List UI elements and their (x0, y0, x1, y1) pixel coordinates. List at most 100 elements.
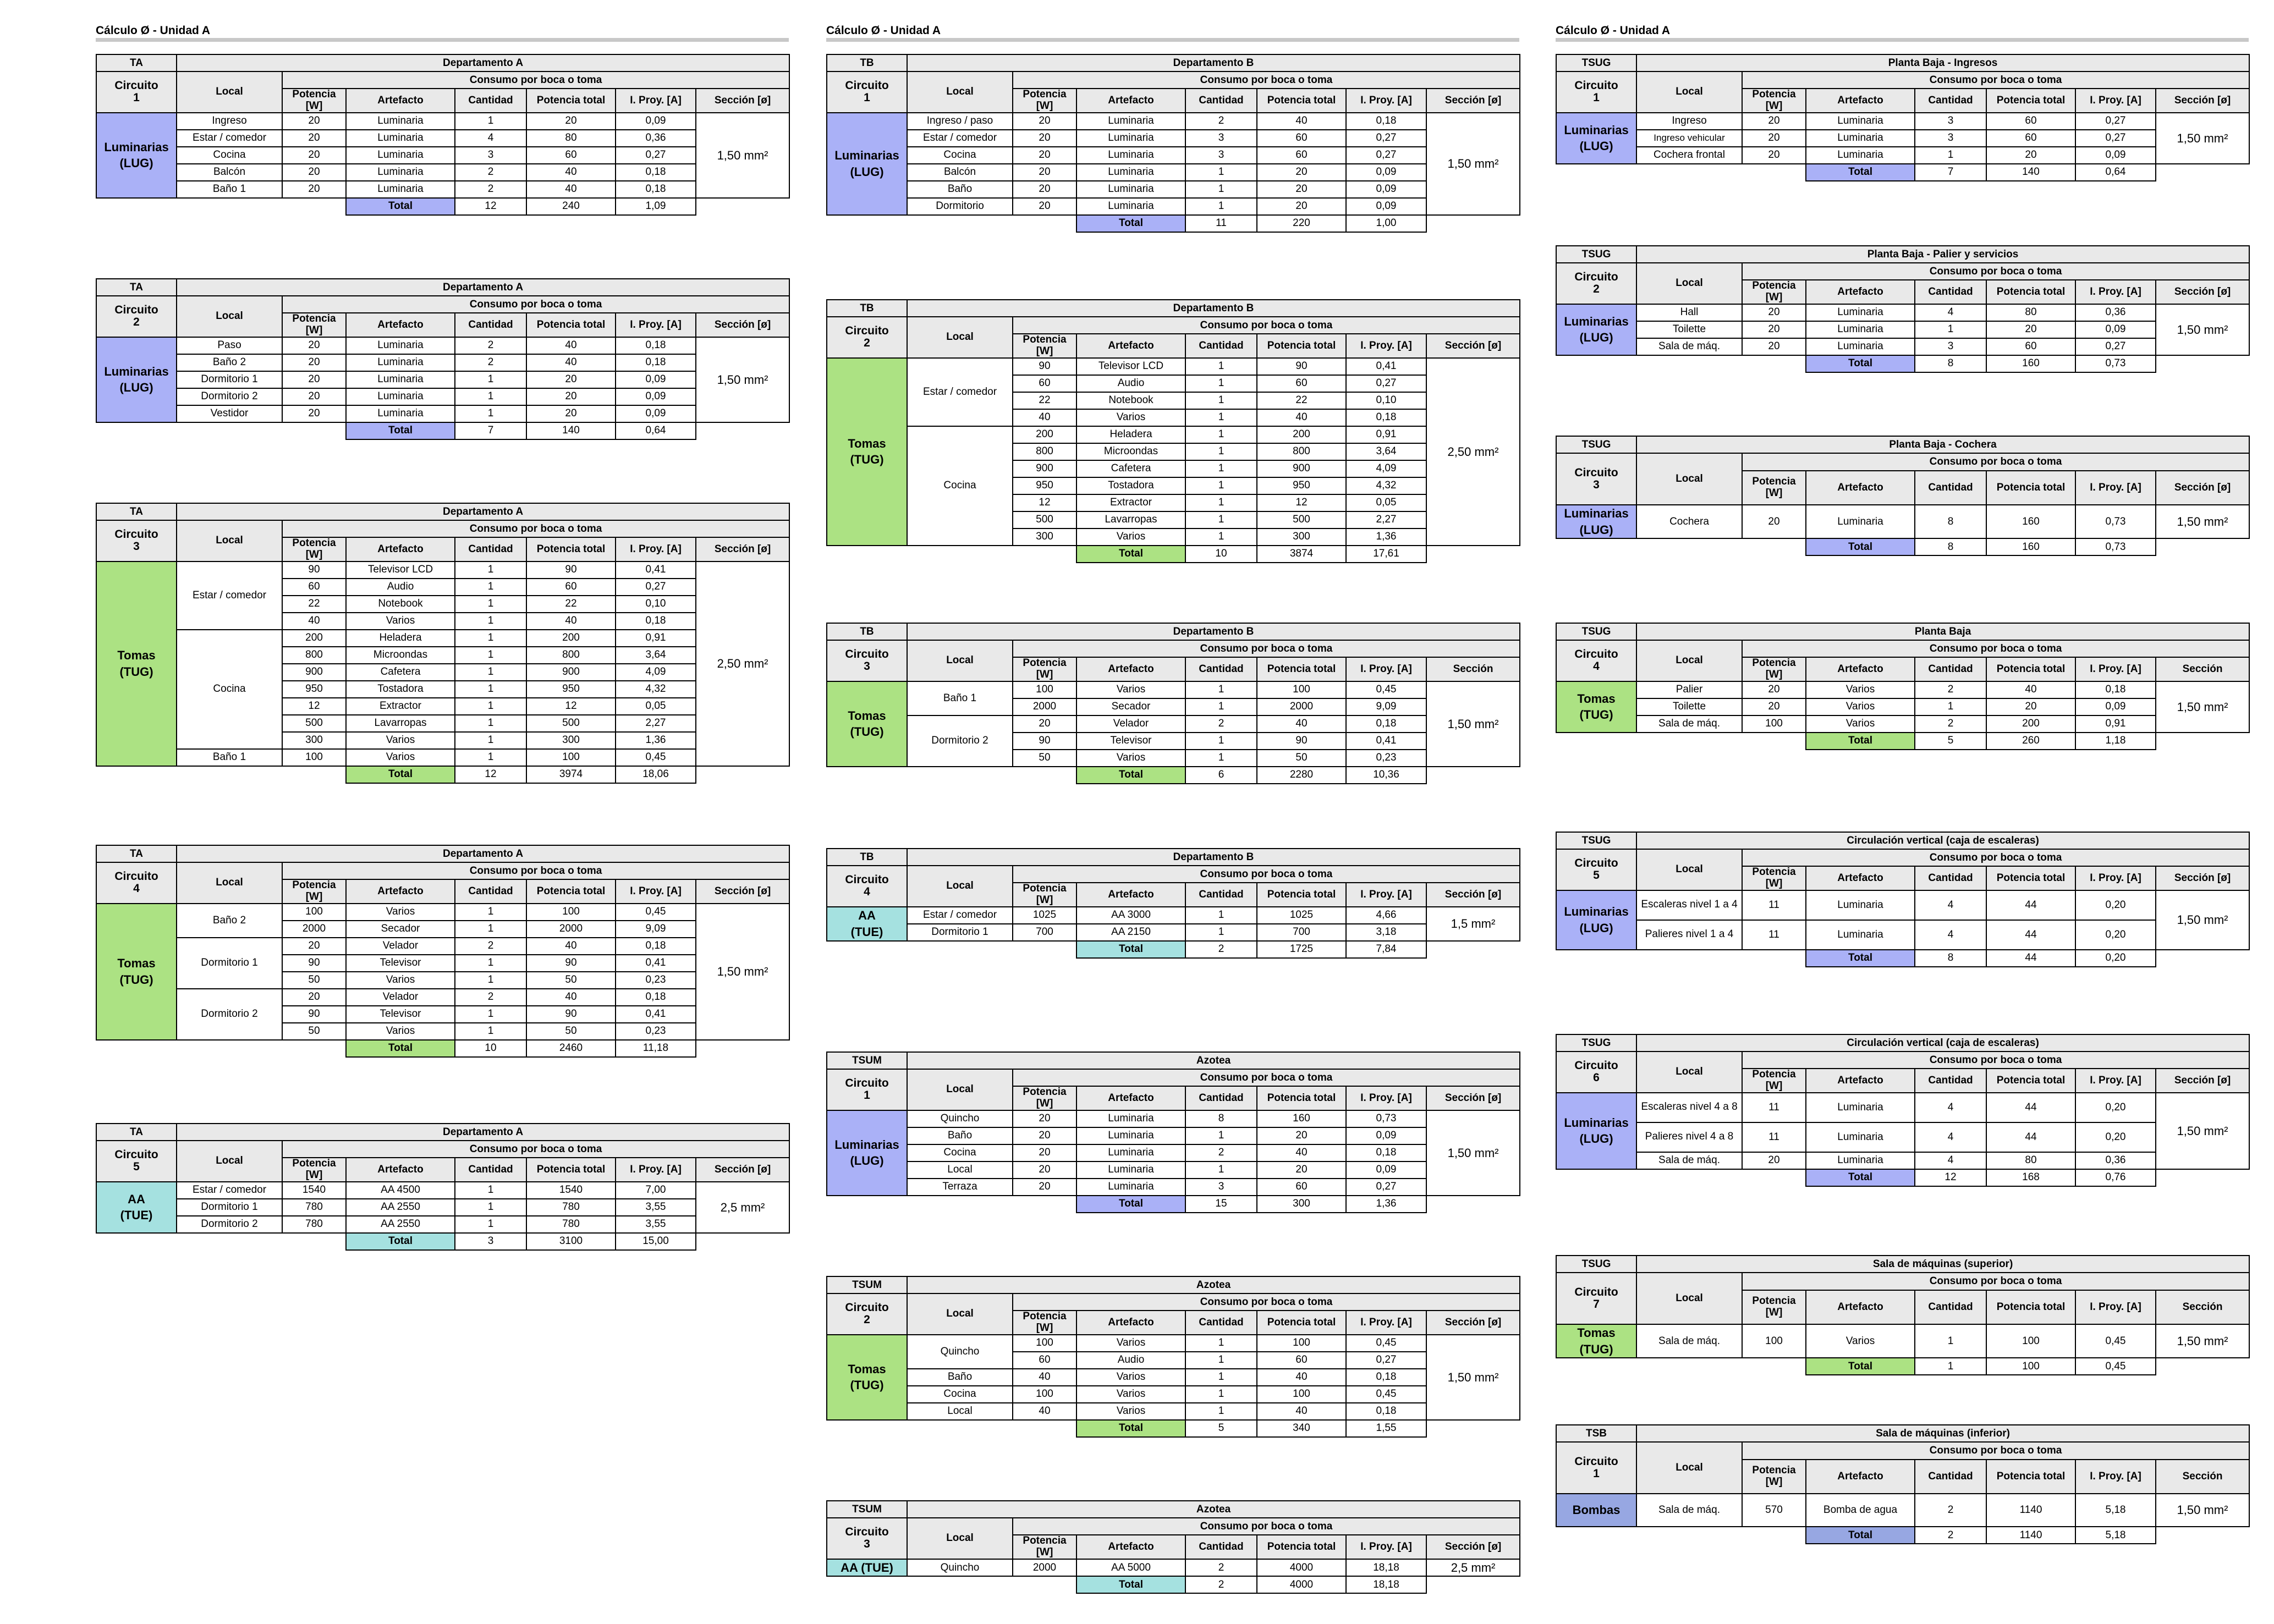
value-cell: 0,27 (1345, 1351, 1427, 1369)
circuit-label: Circuito (1574, 1455, 1618, 1468)
value-cell: 1 (1185, 163, 1257, 181)
local-cell: Quincho (907, 1109, 1013, 1128)
value-cell: 500 (282, 714, 347, 733)
circuit-cell: Circuito 3 (96, 520, 177, 562)
total-value: 1 (1914, 1357, 1987, 1376)
value-cell: 1 (454, 920, 527, 938)
potencia-total-header: Potencia total (1986, 88, 2076, 113)
circuit-type-badge: Luminarias (LUG) (1556, 303, 1637, 356)
table-row: 12 Extractor 1 12 0,05 (827, 493, 1520, 512)
value-cell: 20 (1742, 129, 1806, 147)
seccion-header: Sección [ø] (1425, 1534, 1521, 1560)
value-cell: 40 (1256, 112, 1347, 130)
circuit-number: 3 (864, 660, 870, 673)
table-row: Balcón 20 Luminaria 1 20 0,09 (827, 163, 1520, 181)
value-cell: 1 (454, 954, 527, 972)
potencia-header: Potencia [W] (282, 879, 347, 904)
value-cell: 1 (1185, 493, 1257, 512)
total-value: 18,18 (1345, 1576, 1427, 1594)
potencia-total-header: Potencia total (1986, 279, 2076, 305)
table-row: Luminarias (LUG) Escaleras nivel 1 a 4 11 L… (1556, 889, 2250, 950)
table-row: Dormitorio 1 20 Velador 2 40 0,18 (96, 937, 789, 989)
table-row: 800 Microondas 1 800 3,64 (827, 442, 1520, 461)
value-cell: 90 (1012, 731, 1077, 750)
section-cell: 1,50 mm² (695, 902, 790, 1041)
total-value: 1,00 (1345, 214, 1427, 233)
circuit-type-badge: Luminarias (LUG) (1556, 1092, 1637, 1170)
total-label: Total (1805, 731, 1915, 750)
value-cell: 1 (454, 680, 527, 698)
circuit-number: 4 (133, 882, 140, 895)
total-label: Total (1076, 1194, 1186, 1213)
value-cell: 0,27 (615, 577, 696, 596)
value-cell: 100 (526, 902, 616, 921)
consumo-header: Consumo por boca o toma (281, 295, 790, 313)
local-cell: Sala de máq. (1636, 1493, 1743, 1527)
local-cell: Palieres nivel 1 a 4 (1636, 919, 1743, 950)
total-label: Total (345, 197, 455, 216)
artefacto-header: Artefacto (1805, 88, 1915, 113)
value-cell: 1 (454, 1198, 527, 1216)
value-cell: 20 (1256, 1126, 1347, 1145)
total-row: Total 2 4000 18,18 (827, 1576, 1520, 1594)
cantidad-header: Cantidad (1914, 1459, 1987, 1494)
value-cell: Varios (1076, 408, 1186, 427)
local-cell: Palier (1636, 680, 1743, 699)
total-label: Total (345, 421, 455, 440)
circuit-number: 5 (133, 1160, 140, 1174)
circuit-grid: TSUG Circulación vertical (caja de escale… (1556, 1034, 2250, 1187)
circuit-label: Circuito (1574, 271, 1618, 284)
section-cell: 2,50 mm² (1426, 357, 1520, 546)
value-cell: 200 (282, 629, 347, 647)
total-value: 12 (454, 197, 527, 216)
value-cell: 40 (1256, 408, 1347, 427)
value-cell: 0,05 (615, 697, 696, 715)
cantidad-header: Cantidad (1185, 882, 1257, 907)
circuit-type-badge: Luminarias (LUG) (1556, 889, 1637, 950)
total-value: 8 (1914, 354, 1987, 373)
total-value: 8 (1914, 538, 1987, 557)
total-row: Total 15 300 1,36 (827, 1194, 1520, 1213)
value-cell: 100 (1256, 1385, 1347, 1403)
value-cell: 2,27 (615, 714, 696, 733)
circuit-grid: TSUG Planta Baja - Cochera Circuito 3 Local C… (1556, 436, 2250, 557)
total-label: Total (1805, 1168, 1915, 1187)
local-cell: Ingreso (1636, 112, 1743, 130)
cantidad-header: Cantidad (1185, 657, 1257, 682)
potencia-total-header: Potencia total (1986, 1290, 2076, 1325)
circuit-grid: TSUG Circulación vertical (caja de escale… (1556, 832, 2250, 967)
local-header: Local (176, 295, 283, 338)
circuit-type-badge: Luminarias (LUG) (1556, 504, 1637, 540)
cantidad-header: Cantidad (1914, 1290, 1987, 1325)
total-value: 15 (1185, 1194, 1257, 1213)
value-cell: 20 (1012, 1109, 1077, 1128)
circuit-table: TB Departamento B Circuito 3 Local Consumo po… (826, 623, 1520, 784)
total-value: 4000 (1256, 1576, 1347, 1594)
i-proy-header: I. Proy. [A] (1345, 657, 1427, 682)
local-cell: Ingreso / paso (907, 112, 1013, 130)
table-row: AA (TUE) Quincho 2000 AA 5000 2 4000 18,18 2,5 … (826, 1558, 1521, 1577)
consumo-header: Consumo por boca o toma (1741, 1051, 2250, 1069)
local-cell: Cochera frontal (1636, 146, 1743, 164)
total-row: Total 7 140 0,64 (96, 421, 789, 440)
value-cell: Luminaria (345, 336, 455, 355)
total-label: Total (1805, 1526, 1915, 1544)
value-cell: 90 (282, 560, 347, 579)
table-row: Tomas (TUG) Estar / comedor 90 Televisor LC… (826, 357, 1520, 546)
value-cell: 0,41 (615, 1005, 696, 1023)
value-cell: 780 (282, 1198, 347, 1216)
value-cell: 0,18 (2075, 680, 2156, 699)
local-cell: Dormitorio 1 (176, 1198, 283, 1216)
value-cell: 1 (1914, 1323, 1987, 1359)
artefacto-header: Artefacto (1076, 657, 1186, 682)
value-cell: 1 (1185, 374, 1257, 393)
value-cell: Luminaria (1805, 889, 1915, 921)
value-cell: 100 (1742, 1323, 1806, 1359)
value-cell: 900 (282, 663, 347, 681)
i-proy-header: I. Proy. [A] (1345, 1534, 1427, 1560)
value-cell: 0,18 (1345, 1368, 1427, 1386)
section-cell: 1,50 mm² (2155, 1493, 2250, 1527)
section-cell: 1,5 mm² (1426, 906, 1520, 942)
circuit-grid: TA Departamento A Circuito 3 Local Consumo po… (96, 503, 790, 784)
value-cell: 20 (1742, 697, 1806, 716)
